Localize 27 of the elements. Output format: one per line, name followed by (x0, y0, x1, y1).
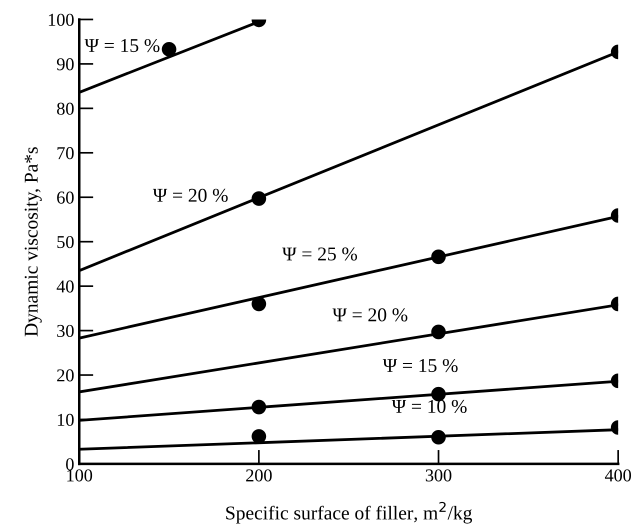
x-tick-label: 400 (604, 469, 632, 482)
y-tick-label: 80 (57, 102, 74, 115)
x-tick-label: 300 (426, 469, 452, 482)
annotation: Ψ = 20 % (332, 308, 408, 322)
point (162, 42, 176, 57)
x-axis-title: Specific surface of filler, m$^{2}$/kg (226, 502, 472, 524)
annotation: Ψ = 15 % (84, 38, 160, 52)
x-tick-label: 100 (67, 469, 92, 482)
y-tick-label: 90 (56, 58, 74, 70)
point (252, 296, 266, 312)
y-tick-label: 30 (57, 324, 74, 338)
x-tick-label: 200 (246, 469, 272, 482)
y-axis-title: Dynamic viscosity, Pa*s (24, 147, 42, 336)
annotation: Ψ = 10 % (392, 400, 467, 414)
y-tick-label: 20 (57, 369, 74, 382)
y-tick-label: 50 (57, 236, 74, 248)
y-tick-label: 100 (48, 14, 74, 26)
point (252, 400, 266, 414)
y-tick-label: 70 (58, 147, 74, 160)
y-tick-label: 60 (57, 192, 74, 204)
point (252, 429, 266, 444)
annotation: Ψ = 25 % (282, 247, 358, 261)
y-tick-label: 0 (66, 458, 74, 470)
y-tick-label: 40 (56, 280, 74, 293)
annotation: Ψ = 20 % (152, 188, 228, 202)
y-tick-label: 10 (58, 414, 74, 426)
annotation: Ψ = 15 % (382, 358, 458, 372)
